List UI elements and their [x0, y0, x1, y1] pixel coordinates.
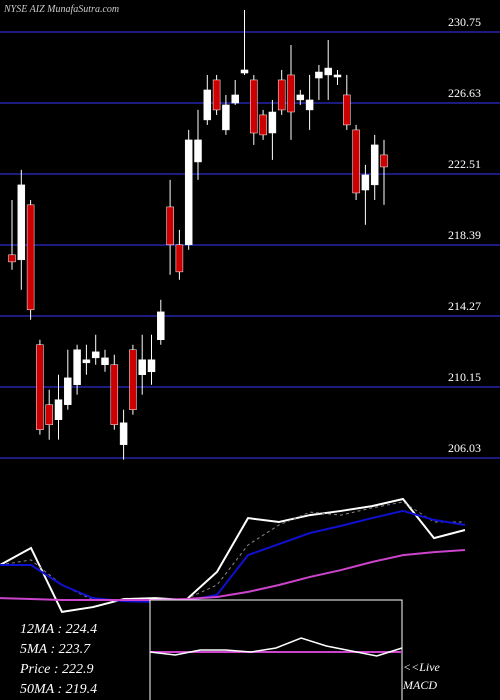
candle-body — [157, 311, 165, 341]
y-tick-label: 218.39 — [448, 228, 481, 242]
y-tick-label: 210.15 — [448, 370, 481, 384]
candle-body — [315, 71, 323, 79]
candle-body — [277, 79, 286, 111]
candle-body — [194, 139, 202, 163]
candle-body — [259, 114, 267, 136]
candle-body — [380, 154, 388, 168]
candle-body — [26, 204, 35, 311]
macd-label: <<Live — [403, 660, 441, 674]
candle-body — [110, 364, 119, 425]
indicator-line — [0, 497, 466, 614]
y-tick-label: 230.75 — [448, 15, 481, 29]
macd-panel — [149, 599, 403, 700]
candle-body — [324, 67, 332, 76]
candle-body — [250, 79, 258, 134]
candle-body — [240, 69, 249, 74]
candle-body — [129, 349, 137, 410]
candle-body — [166, 206, 174, 246]
candle-body — [8, 254, 16, 263]
candle-body — [361, 174, 370, 191]
y-tick-label: 226.63 — [448, 86, 481, 100]
candle-body — [119, 422, 128, 445]
candle-body — [343, 94, 351, 126]
y-tick-label: 206.03 — [448, 441, 481, 455]
candle-body — [54, 399, 63, 420]
candle-body — [370, 144, 379, 186]
macd-label: MACD — [402, 678, 437, 692]
candle-body — [17, 184, 26, 261]
candle-body — [175, 244, 184, 273]
y-tick-label: 222.51 — [448, 157, 481, 171]
candle-body — [268, 111, 277, 134]
candle-body — [352, 129, 360, 194]
candle-body — [212, 79, 221, 111]
candle-body — [222, 104, 230, 131]
candle-body — [184, 139, 193, 246]
candle-body — [333, 74, 342, 78]
candle-body — [64, 377, 72, 405]
candle-body — [296, 94, 305, 101]
legend-label: 5MA : 223.7 — [20, 642, 91, 657]
candle-body — [82, 359, 91, 364]
indicator-line — [0, 509, 466, 604]
candle-body — [138, 359, 146, 375]
candle-body — [45, 404, 53, 425]
candle-body — [231, 94, 239, 104]
legend-label: Price : 222.9 — [19, 662, 93, 677]
candle-body — [91, 351, 100, 359]
candle-body — [101, 357, 109, 365]
legend-label: 12MA : 224.4 — [20, 622, 97, 637]
indicator-line — [0, 549, 466, 601]
indicator-line — [0, 501, 465, 601]
candle-body — [305, 99, 314, 111]
candle-body — [73, 349, 81, 385]
macd-line — [149, 637, 403, 657]
chart-title: NYSE AIZ MunafaSutra.com — [3, 4, 119, 15]
candle-body — [147, 359, 156, 373]
legend-label: 50MA : 219.4 — [20, 682, 97, 697]
y-tick-label: 214.27 — [448, 299, 481, 313]
candle-body — [287, 74, 295, 113]
candle-body — [36, 344, 44, 430]
candle-body — [203, 89, 212, 121]
